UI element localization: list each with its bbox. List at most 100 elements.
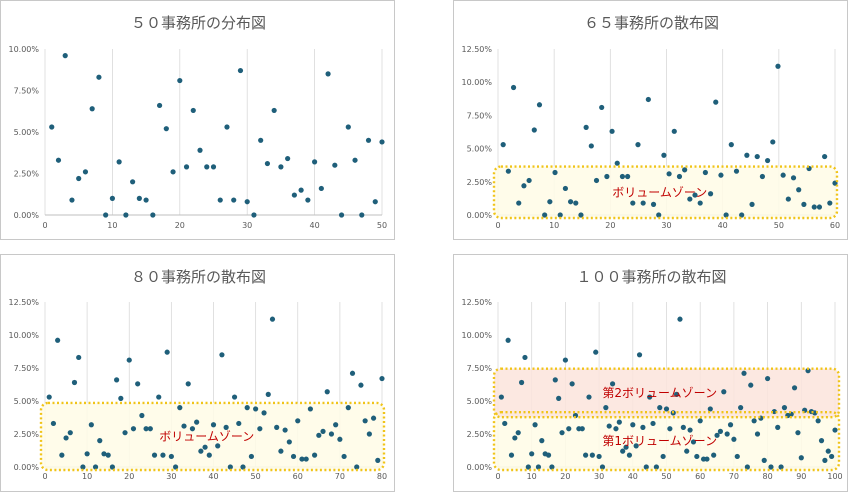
data-point [328,431,335,437]
data-point [502,420,508,427]
data-point [657,405,663,411]
data-point [751,418,757,424]
chart-title: １００事務所の散布図 [576,268,726,286]
data-point [684,448,690,454]
data-point [770,139,776,145]
y-tick-label: 10.00% [8,45,39,54]
data-point [69,197,75,203]
data-point [711,452,717,458]
data-point [677,316,683,322]
y-tick-label: 10.00% [461,78,492,87]
data-point [164,349,170,355]
data-point [67,430,73,436]
data-point [620,448,626,454]
data-point [583,124,589,130]
data-point [358,382,364,388]
data-point [721,389,727,395]
data-point [516,200,522,206]
data-point [579,426,585,432]
data-point [586,394,592,400]
data-point [636,352,643,358]
data-point [118,395,124,401]
chart-svg: ５０事務所の分布図 0 10 20 30 40 50 0.00% 2.50% 5.00% 7.50%… [8,14,387,230]
data-point [198,448,204,454]
data-point [816,204,823,210]
data-point [244,405,250,411]
data-point [189,426,196,432]
data-point [552,169,558,176]
data-point [375,457,381,463]
data-point [244,199,250,205]
data-point [325,71,331,77]
chart-title: ８０事務所の散布図 [131,268,266,286]
data-point [694,453,700,460]
y-tick-label: 5.00% [467,397,493,406]
data-point [307,406,313,412]
volume-zone-label: ボリュームゾーン [612,185,707,199]
data-point [337,436,343,442]
data-point [545,452,552,458]
data-point [224,124,230,130]
data-point [573,200,579,206]
x-tick-label: 0 [42,472,47,481]
data-point [616,419,622,425]
data-point [749,201,755,207]
chart-title: ６５事務所の散布図 [584,14,719,32]
x-tick-label: 70 [729,472,739,481]
data-point [674,391,680,397]
data-point [197,147,203,153]
data-point [671,128,677,134]
data-point [778,464,784,470]
data-point [206,452,212,458]
data-point [354,464,360,470]
data-point [151,452,158,458]
data-point [734,453,740,460]
data-point [505,337,511,343]
data-point [89,106,95,112]
x-tick-label: 20 [124,472,134,481]
data-point [264,160,271,167]
data-point [667,426,673,432]
chart-panel-65: ６５事務所の散布図 0 10 20 30 40 50 60 0.00% 2.50% 5.00% 7.5… [453,0,848,240]
data-point [333,422,339,428]
data-point [116,159,122,165]
data-point [645,96,651,103]
data-point [542,212,548,218]
data-point [55,337,61,343]
data-point [219,352,225,358]
data-point [204,164,210,170]
data-point [583,452,589,458]
x-tick-label: 70 [335,472,345,481]
data-point [656,212,662,218]
data-point [500,142,506,148]
data-point [731,436,737,442]
x-tick-label: 50 [774,221,784,230]
data-point [177,77,183,84]
data-point [305,197,311,203]
data-point [295,418,301,424]
data-point [640,200,646,206]
data-point [768,464,774,470]
data-point [723,212,729,218]
data-point [105,452,111,458]
data-point [827,200,833,206]
y-tick-label: 0.00% [14,211,40,220]
chart-panel-50: ５０事務所の分布図 0 10 20 30 40 50 0.00% 2.50% 5.00% 7.50%… [0,0,395,240]
x-tick-label: 30 [594,472,604,481]
x-tick-label: 0 [495,472,500,481]
data-point [744,152,750,158]
data-point [372,199,378,205]
data-point [661,152,667,158]
y-tick-label: 7.50% [467,364,493,373]
data-point [613,426,619,432]
x-tick-label: 10 [527,472,537,481]
data-point [593,177,600,184]
data-point [320,428,326,434]
y-tick-label: 2.50% [467,430,493,439]
data-point [825,448,831,454]
data-point [312,159,318,165]
data-point [156,102,163,109]
data-point [596,453,602,460]
data-point [619,173,626,180]
data-point [606,423,612,429]
